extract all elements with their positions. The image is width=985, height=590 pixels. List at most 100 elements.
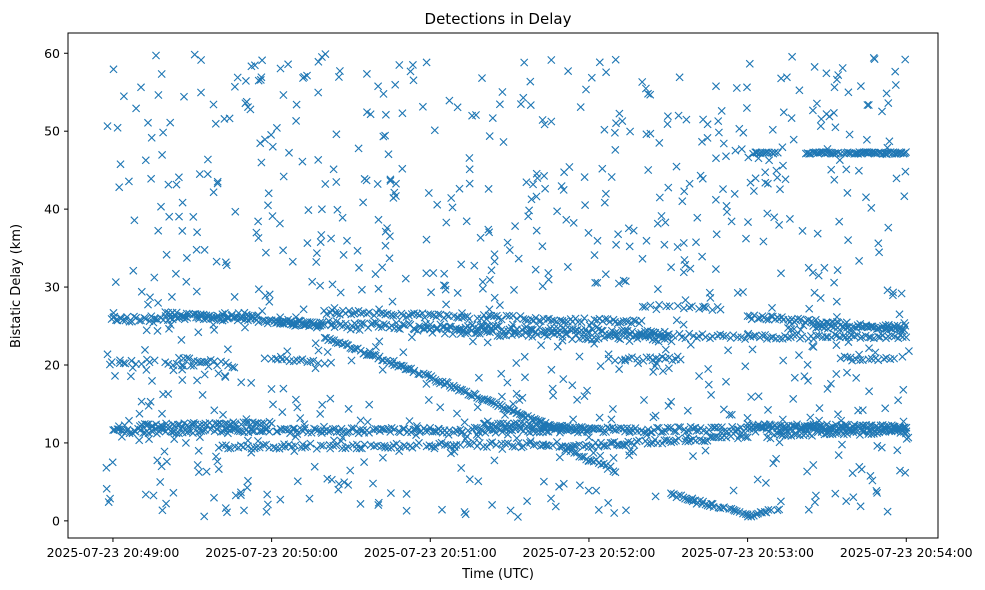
- detection-marker: [767, 312, 776, 321]
- detection-marker: [332, 130, 341, 139]
- detection-marker: [885, 137, 894, 146]
- detection-marker: [451, 324, 460, 333]
- detection-marker: [374, 284, 383, 293]
- detection-marker: [867, 421, 876, 430]
- detection-marker: [800, 422, 809, 430]
- detection-marker: [465, 475, 474, 484]
- detection-marker: [354, 144, 363, 153]
- detection-marker: [254, 76, 263, 85]
- detection-marker: [689, 452, 697, 461]
- detection-marker: [832, 75, 841, 84]
- detection-marker: [646, 129, 655, 138]
- detection-marker: [696, 171, 705, 180]
- detection-marker: [119, 359, 128, 368]
- detection-marker: [103, 350, 112, 359]
- detection-marker: [659, 367, 667, 375]
- detection-marker: [154, 226, 163, 235]
- chart-title: Detections in Delay: [425, 10, 572, 28]
- detection-marker: [206, 425, 215, 434]
- detection-marker: [878, 107, 886, 116]
- detection-marker: [391, 311, 400, 320]
- detection-marker: [262, 317, 271, 326]
- detection-marker: [662, 302, 671, 311]
- detection-marker: [698, 252, 707, 261]
- detection-marker: [642, 431, 651, 439]
- detection-marker: [333, 309, 341, 318]
- detection-marker: [704, 365, 713, 373]
- detection-marker: [712, 230, 721, 239]
- detection-marker: [195, 433, 204, 442]
- detection-marker: [268, 212, 277, 221]
- detection-marker: [242, 415, 251, 424]
- detection-marker: [758, 331, 767, 340]
- detection-marker: [550, 316, 559, 325]
- detection-marker: [190, 50, 199, 59]
- detection-marker: [712, 154, 720, 163]
- detection-marker: [514, 254, 523, 263]
- detection-marker: [845, 148, 854, 157]
- detection-marker: [209, 100, 218, 109]
- detection-marker: [805, 304, 814, 313]
- detection-marker: [142, 365, 151, 374]
- detection-marker: [714, 117, 723, 126]
- detection-marker: [889, 288, 898, 297]
- detection-marker: [532, 192, 541, 201]
- detection-marker: [816, 122, 825, 131]
- detection-marker: [897, 289, 906, 298]
- detection-marker: [147, 422, 156, 431]
- detection-marker: [276, 495, 285, 504]
- detection-marker: [582, 85, 590, 94]
- detection-marker: [135, 409, 144, 418]
- detection-marker: [769, 459, 778, 468]
- detection-marker: [193, 357, 202, 366]
- detection-marker: [167, 292, 176, 301]
- detection-marker: [526, 437, 535, 446]
- detection-marker: [695, 372, 704, 380]
- detection-marker: [223, 429, 232, 438]
- detection-marker: [848, 469, 857, 478]
- detection-marker: [812, 331, 821, 340]
- detection-marker: [772, 166, 781, 175]
- detection-marker: [574, 318, 582, 326]
- detection-marker: [559, 479, 568, 488]
- detection-marker: [663, 112, 672, 121]
- detection-marker: [194, 328, 203, 337]
- detection-marker: [651, 492, 660, 501]
- detection-marker: [673, 301, 682, 310]
- detection-marker: [865, 387, 874, 396]
- detection-marker: [733, 333, 742, 342]
- detection-marker: [602, 68, 611, 77]
- detection-marker: [326, 394, 335, 403]
- detection-marker: [794, 314, 803, 323]
- detection-marker: [826, 379, 835, 388]
- detection-marker: [374, 501, 383, 509]
- detection-marker: [214, 465, 223, 474]
- detection-marker: [210, 493, 218, 502]
- detection-marker: [580, 173, 589, 182]
- detection-marker: [646, 301, 655, 310]
- detection-marker: [395, 325, 404, 333]
- detection-marker: [130, 312, 138, 321]
- detection-marker: [422, 379, 431, 388]
- detection-marker: [412, 422, 421, 430]
- detection-marker: [868, 476, 877, 485]
- detection-marker: [608, 405, 617, 413]
- detection-marker: [834, 71, 843, 80]
- detection-marker: [603, 331, 612, 340]
- detection-marker: [831, 489, 840, 498]
- detection-marker: [512, 314, 521, 323]
- detection-marker: [789, 394, 798, 403]
- detection-marker: [330, 436, 338, 445]
- detection-marker: [352, 440, 361, 449]
- detection-marker: [126, 372, 135, 381]
- detection-marker: [291, 395, 300, 404]
- detection-marker: [145, 435, 153, 444]
- detection-marker: [157, 70, 166, 78]
- detection-marker: [210, 357, 219, 366]
- detection-marker: [327, 336, 336, 345]
- detection-marker: [267, 385, 276, 393]
- detection-marker: [870, 55, 879, 64]
- detection-marker: [858, 428, 867, 436]
- detection-marker: [775, 438, 784, 447]
- detection-marker: [426, 423, 435, 432]
